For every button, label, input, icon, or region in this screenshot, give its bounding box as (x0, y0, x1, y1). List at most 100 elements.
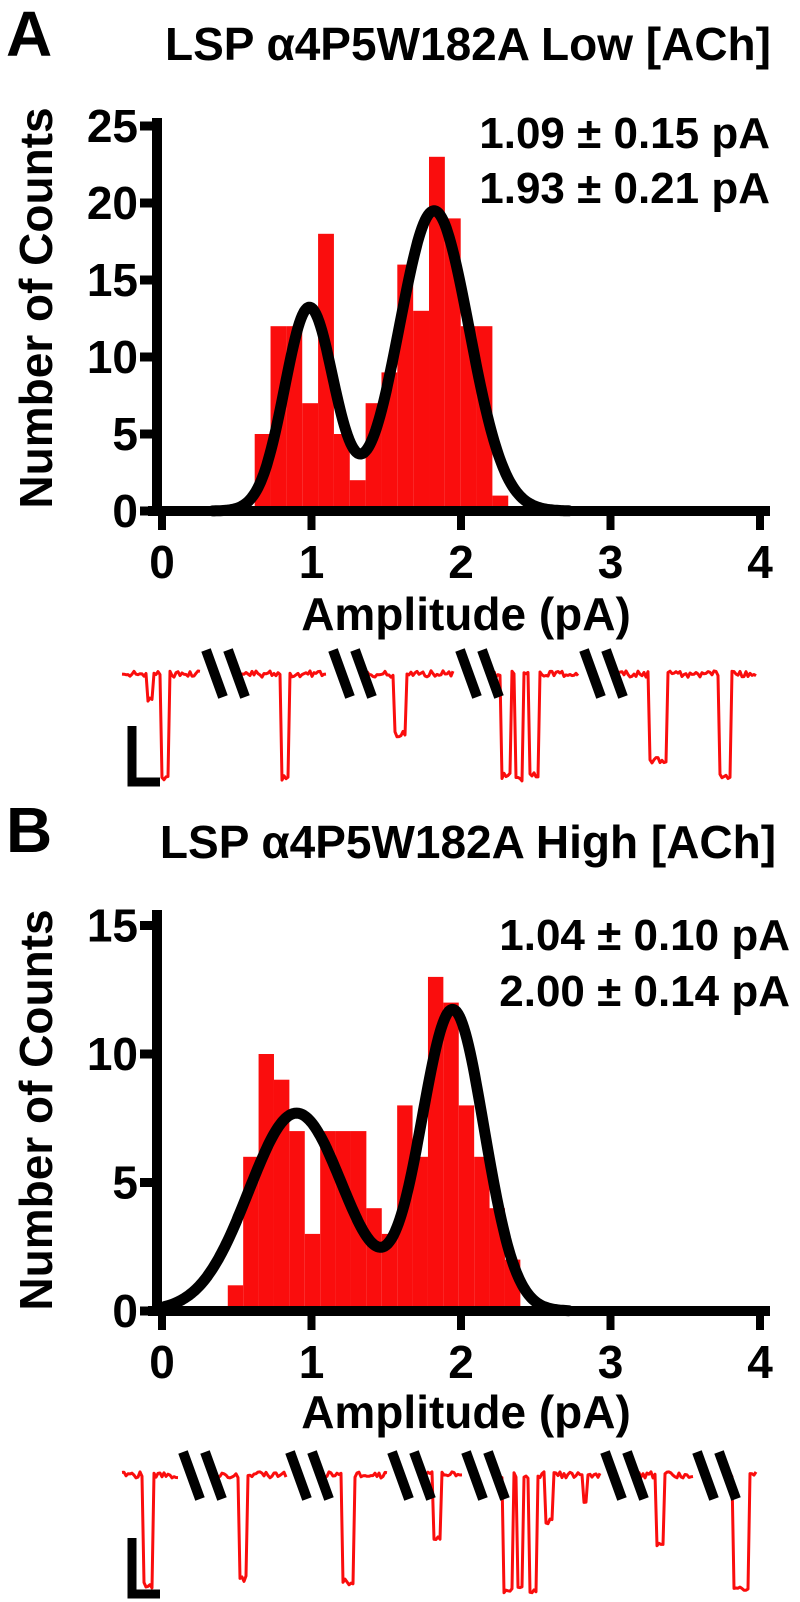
trace-break-mark-B-3-1 (483, 1450, 510, 1501)
y-axis-A (152, 118, 162, 516)
trace-segment-B-6 (727, 1471, 758, 1592)
trace-break-mark-A-2-1 (477, 648, 504, 699)
y-tick-B-5 (140, 1178, 153, 1187)
panel-a-x-axis-label: Amplitude (pA) (301, 588, 631, 640)
y-tick-A-10 (140, 352, 153, 362)
panel-b: B LSP α4P5W182A High [ACh] Number of Cou… (6, 794, 790, 1599)
trace-break-mark-B-0-1 (200, 1450, 227, 1501)
trace-segment-A-1 (238, 669, 327, 782)
histogram-bar-A-10 (413, 310, 430, 507)
histogram-bar-B-6 (320, 1131, 336, 1307)
x-tick-label-A-4: 4 (747, 536, 773, 588)
histogram-bar-A-11 (429, 156, 445, 507)
scale-bar-B (127, 1538, 160, 1599)
panel-b-fit-label-1: 1.04 ± 0.10 pA (499, 911, 790, 960)
y-tick-label-A-20: 20 (87, 177, 138, 229)
y-tick-label-B-5: 5 (112, 1157, 138, 1209)
y-tick-label-B-10: 10 (87, 1028, 138, 1080)
histogram-bar-A-15 (492, 495, 509, 507)
trace-break-mark-B-4-1 (622, 1450, 649, 1501)
trace-break-mark-A-1-1 (350, 648, 377, 699)
trace-break-mark-B-0-0 (178, 1450, 205, 1501)
histogram-bar-B-7 (335, 1131, 351, 1307)
trace-break-mark-A-1-0 (328, 648, 355, 699)
x-tick-label-A-3: 3 (598, 536, 624, 588)
y-tick-label-A-10: 10 (87, 331, 138, 383)
x-tick-B-3 (606, 1316, 615, 1330)
y-tick-A-15 (140, 275, 153, 285)
x-tick-B-1 (307, 1316, 316, 1330)
x-axis-B (148, 1306, 770, 1316)
panel-a-y-axis-label: Number of Counts (10, 107, 62, 508)
panel-a-fit-label-2: 1.93 ± 0.21 pA (479, 164, 770, 213)
histogram-bar-B-10 (381, 1233, 398, 1307)
y-tick-B-0 (140, 1306, 153, 1316)
x-tick-A-0 (158, 516, 166, 530)
panel-a-fit-label-1: 1.09 ± 0.15 pA (479, 109, 770, 158)
trace-segment-B-3 (420, 1470, 463, 1541)
trace-break-mark-A-0-0 (201, 648, 228, 699)
x-tick-B-4 (756, 1316, 764, 1330)
y-axis-B (152, 910, 162, 1316)
trace-segment-A-3 (492, 669, 580, 783)
x-tick-A-4 (756, 516, 764, 530)
trace-break-mark-A-0-1 (223, 648, 250, 699)
trace-segment-B-1 (215, 1470, 288, 1583)
panel-b-fit-label-2: 2.00 ± 0.14 pA (499, 967, 790, 1016)
y-tick-label-A-0: 0 (112, 485, 138, 537)
panel-a-title: LSP α4P5W182A Low [ACh] (165, 18, 771, 70)
histogram-bar-B-9 (366, 1208, 382, 1307)
trace-segment-A-0 (121, 669, 201, 782)
panel-b-y-axis-label: Number of Counts (10, 909, 62, 1310)
trace-segment-A-2 (365, 669, 455, 739)
x-tick-label-A-2: 2 (448, 536, 474, 588)
fit-curve-B (159, 1003, 575, 1317)
x-tick-A-3 (606, 516, 615, 530)
panel-b-x-axis-label: Amplitude (pA) (301, 1386, 631, 1438)
panel-a-letter: A (6, 0, 52, 70)
y-tick-label-A-25: 25 (87, 100, 138, 152)
histogram-bar-B-16 (474, 1156, 490, 1307)
x-axis-A (148, 506, 770, 516)
y-tick-label-B-15: 15 (87, 900, 138, 952)
histogram-bar-B-12 (412, 1156, 428, 1307)
panel-b-current-trace (121, 1450, 758, 1599)
histogram-bar-B-4 (289, 1131, 305, 1307)
trace-break-mark-A-2-0 (455, 648, 482, 699)
panel-b-letter: B (6, 794, 52, 866)
histogram-bar-B-2 (258, 1054, 274, 1307)
x-tick-label-B-0: 0 (149, 1336, 175, 1388)
trace-segment-B-2 (322, 1470, 388, 1587)
histogram-bar-A-6 (349, 480, 366, 507)
panel-a-current-trace (121, 648, 757, 787)
trace-break-mark-B-4-0 (600, 1450, 627, 1501)
histogram-bar-B-0 (227, 1285, 244, 1307)
trace-segment-A-4 (617, 669, 757, 780)
x-tick-label-A-1: 1 (299, 536, 325, 588)
trace-break-mark-B-2-1 (409, 1450, 436, 1501)
trace-break-mark-B-1-0 (285, 1450, 312, 1501)
panel-b-histogram: 0 5 10 15 0 1 2 3 4 (87, 900, 773, 1389)
histogram-bar-B-5 (304, 1233, 321, 1307)
y-tick-label-A-15: 15 (87, 254, 138, 306)
y-tick-B-10 (140, 1049, 153, 1059)
fit-curve-A (207, 205, 575, 517)
histogram-bar-B-14 (443, 1002, 459, 1307)
x-tick-label-B-2: 2 (448, 1336, 474, 1388)
x-tick-A-2 (457, 516, 465, 530)
trace-segment-B-4 (496, 1470, 602, 1595)
trace-break-mark-B-5-0 (692, 1450, 719, 1501)
x-tick-label-A-0: 0 (149, 536, 175, 588)
trace-break-mark-B-5-1 (714, 1450, 741, 1501)
x-tick-B-0 (158, 1316, 166, 1330)
y-tick-A-20 (140, 198, 153, 208)
trace-break-mark-B-3-0 (461, 1450, 488, 1501)
histogram-bar-A-5 (333, 434, 350, 507)
y-tick-A-0 (140, 506, 153, 516)
y-tick-A-25 (140, 121, 153, 131)
panel-a: A LSP α4P5W182A Low [ACh] Number of Coun… (6, 0, 773, 787)
y-tick-label-A-5: 5 (112, 408, 138, 460)
scale-bar-A (127, 726, 160, 787)
panel-b-title: LSP α4P5W182A High [ACh] (160, 816, 776, 868)
